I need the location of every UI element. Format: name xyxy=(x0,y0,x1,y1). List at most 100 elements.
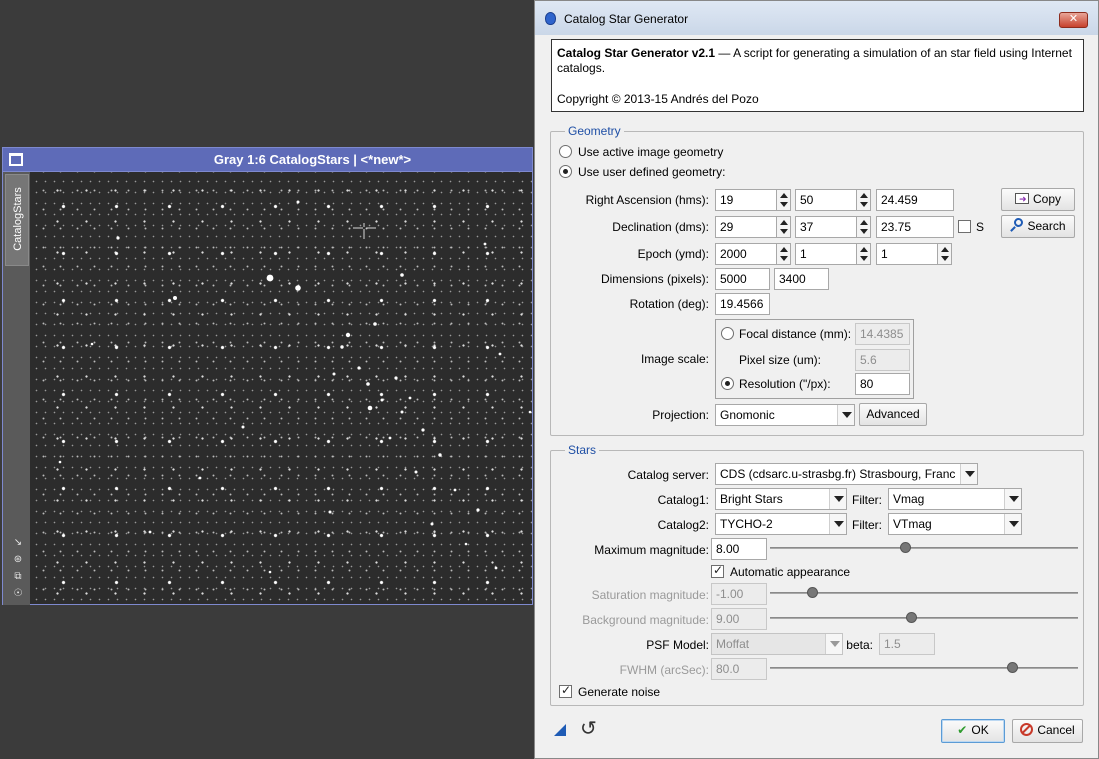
south-label[interactable]: S xyxy=(976,220,985,234)
saturation-magnitude-slider[interactable] xyxy=(770,587,1078,598)
epoch-year-input[interactable]: 2000 xyxy=(715,243,777,265)
fwhm-slider[interactable] xyxy=(770,662,1078,673)
projection-label: Projection: xyxy=(652,408,709,422)
epoch-day-input[interactable]: 1 xyxy=(876,243,938,265)
ra-seconds-input[interactable]: 24.459 xyxy=(876,189,954,211)
chevron-down-icon xyxy=(829,489,846,509)
dec-degrees-input[interactable]: 29 xyxy=(715,216,777,238)
dec-minutes-input[interactable]: 37 xyxy=(795,216,857,238)
dec-minutes-spinner[interactable] xyxy=(857,216,871,238)
fwhm-input[interactable]: 80.0 xyxy=(711,658,767,680)
image-window[interactable]: Gray 1:6 CatalogStars | <*new*> CatalogS… xyxy=(2,147,533,605)
epoch-year-spinner[interactable] xyxy=(777,243,791,265)
max-magnitude-input[interactable]: 8.00 xyxy=(711,538,767,560)
psf-model-select[interactable]: Moffat xyxy=(711,633,843,655)
width-input[interactable]: 5000 xyxy=(715,268,770,290)
catalog1-value: Bright Stars xyxy=(720,492,783,506)
focal-distance-label[interactable]: Focal distance (mm): xyxy=(739,327,852,341)
copy-button[interactable]: ➜ Copy xyxy=(1001,188,1075,211)
rotation-input[interactable]: 19.4566 xyxy=(715,293,770,315)
focal-distance-radio[interactable] xyxy=(721,327,734,340)
epoch-day-spinner[interactable] xyxy=(938,243,952,265)
use-active-geometry-label[interactable]: Use active image geometry xyxy=(578,145,724,159)
tab-catalogstars[interactable]: CatalogStars xyxy=(5,174,29,266)
resolution-input[interactable]: 80 xyxy=(855,373,910,395)
search-label: Search xyxy=(1027,219,1066,233)
ra-hours-spinner[interactable] xyxy=(777,189,791,211)
image-sidebar: CatalogStars ↘ ⊛ ⧉ ☉ xyxy=(2,172,30,605)
dec-degrees-spinner[interactable] xyxy=(777,216,791,238)
search-button[interactable]: Search xyxy=(1001,215,1075,238)
ra-hours-input[interactable]: 19 xyxy=(715,189,777,211)
close-button[interactable]: ✕ xyxy=(1059,12,1088,28)
crosshair-icon[interactable]: ⊛ xyxy=(13,554,23,565)
ok-button[interactable]: ✔ OK xyxy=(941,719,1005,743)
use-user-geometry-radio[interactable] xyxy=(559,165,572,178)
fwhm-label: FWHM (arcSec): xyxy=(619,663,709,677)
max-magnitude-slider[interactable] xyxy=(770,542,1078,553)
projection-select[interactable]: Gnomonic xyxy=(715,404,855,426)
advanced-button[interactable]: Advanced xyxy=(859,403,927,426)
chevron-down-icon xyxy=(1004,514,1021,534)
layers-icon[interactable]: ⧉ xyxy=(14,571,22,582)
target-icon[interactable]: ☉ xyxy=(13,588,23,599)
filter2-label: Filter: xyxy=(852,518,882,532)
ra-minutes-input[interactable]: 50 xyxy=(795,189,857,211)
saturation-magnitude-input[interactable]: -1.00 xyxy=(711,583,767,605)
beta-label: beta: xyxy=(846,638,873,652)
cancel-icon xyxy=(1020,723,1034,736)
automatic-appearance-checkbox[interactable] xyxy=(711,563,724,578)
catalog2-select[interactable]: TYCHO-2 xyxy=(715,513,847,535)
saturation-magnitude-label: Saturation magnitude: xyxy=(591,588,709,602)
script-name: Catalog Star Generator v2.1 xyxy=(557,46,716,60)
star-field-image[interactable] xyxy=(30,172,533,605)
saturation-magnitude-slider-thumb[interactable] xyxy=(807,587,819,598)
south-checkbox[interactable] xyxy=(958,220,971,233)
resolution-label[interactable]: Resolution ("/px): xyxy=(739,377,831,391)
generate-noise-checkbox[interactable] xyxy=(559,683,572,698)
catalog-star-generator-dialog[interactable]: Catalog Star Generator ✕ Catalog Star Ge… xyxy=(534,0,1099,759)
cancel-button[interactable]: Cancel xyxy=(1012,719,1083,743)
chevron-down-icon xyxy=(960,464,977,484)
filter2-select[interactable]: VTmag xyxy=(888,513,1022,535)
background-magnitude-slider-thumb[interactable] xyxy=(905,612,917,623)
dec-seconds-input[interactable]: 23.75 xyxy=(876,216,954,238)
copy-label: Copy xyxy=(1032,192,1061,206)
geometry-group: Geometry Use active image geometry Use u… xyxy=(550,124,1084,436)
dialog-titlebar[interactable]: Catalog Star Generator ✕ xyxy=(535,1,1098,35)
generate-noise-label[interactable]: Generate noise xyxy=(578,685,661,699)
pixinsight-app-icon xyxy=(545,12,556,25)
image-scale-label: Image scale: xyxy=(640,352,709,366)
epoch-label: Epoch (ymd): xyxy=(637,247,709,261)
dimensions-label: Dimensions (pixels): xyxy=(600,272,709,286)
background-magnitude-slider[interactable] xyxy=(770,612,1078,623)
ra-minutes-spinner[interactable] xyxy=(857,189,871,211)
copyright-text: Copyright © 2013-15 Andrés del Pozo xyxy=(557,92,759,106)
image-window-titlebar[interactable]: Gray 1:6 CatalogStars | <*new*> xyxy=(2,147,533,172)
filter1-value: Vmag xyxy=(893,492,925,506)
zoom-fit-icon[interactable]: ↘ xyxy=(13,537,23,548)
background-magnitude-label: Background magnitude: xyxy=(582,613,709,627)
epoch-month-spinner[interactable] xyxy=(857,243,871,265)
pixel-size-input[interactable]: 5.6 xyxy=(855,349,910,371)
filter1-select[interactable]: Vmag xyxy=(888,488,1022,510)
dialog-title: Catalog Star Generator xyxy=(564,12,689,26)
focal-distance-input[interactable]: 14.4385 xyxy=(855,323,910,345)
fwhm-slider-thumb[interactable] xyxy=(1007,662,1019,673)
use-user-geometry-label[interactable]: Use user defined geometry: xyxy=(578,165,726,179)
catalog-server-select[interactable]: CDS (cdsarc.u-strasbg.fr) Strasbourg, Fr… xyxy=(715,463,978,485)
use-active-geometry-radio[interactable] xyxy=(559,145,572,158)
height-input[interactable]: 3400 xyxy=(774,268,829,290)
search-icon xyxy=(1010,218,1024,232)
window-icon[interactable] xyxy=(9,153,23,166)
background-magnitude-input[interactable]: 9.00 xyxy=(711,608,767,630)
reset-icon[interactable]: ↺ xyxy=(580,718,597,740)
beta-input[interactable]: 1.5 xyxy=(879,633,935,655)
automatic-appearance-label[interactable]: Automatic appearance xyxy=(730,565,851,579)
catalog1-select[interactable]: Bright Stars xyxy=(715,488,847,510)
epoch-month-input[interactable]: 1 xyxy=(795,243,857,265)
ok-label: OK xyxy=(971,723,989,737)
max-magnitude-slider-thumb[interactable] xyxy=(899,542,911,553)
new-instance-icon[interactable] xyxy=(554,724,566,736)
resolution-radio[interactable] xyxy=(721,377,734,390)
